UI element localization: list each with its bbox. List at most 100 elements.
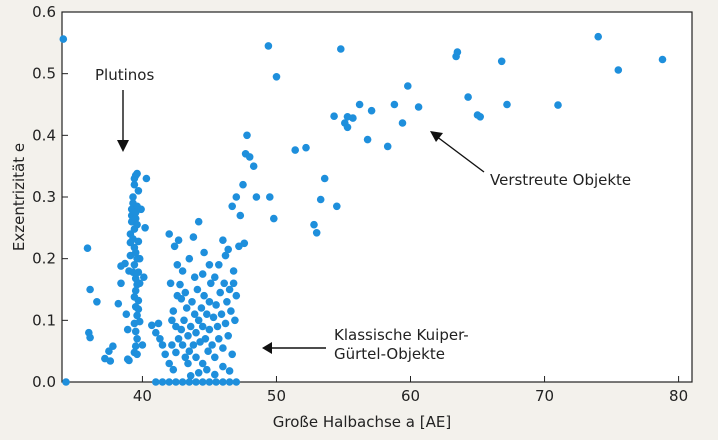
data-point bbox=[135, 279, 144, 288]
y-axis-ticks: 0.0 0.1 0.2 0.3 0.4 0.5 0.6 bbox=[32, 3, 68, 391]
x-tick-label: 40 bbox=[133, 387, 152, 405]
data-point bbox=[134, 237, 143, 246]
data-point bbox=[172, 348, 180, 357]
data-point bbox=[229, 279, 238, 288]
data-point bbox=[190, 310, 199, 319]
data-point bbox=[245, 153, 254, 161]
data-point bbox=[207, 279, 215, 288]
data-point bbox=[198, 378, 207, 386]
data-point bbox=[138, 341, 147, 349]
data-point bbox=[178, 378, 187, 386]
y-tick-label: 0.3 bbox=[32, 188, 56, 206]
data-point bbox=[320, 174, 329, 183]
data-point bbox=[228, 202, 236, 211]
data-point bbox=[133, 311, 141, 320]
data-point bbox=[224, 332, 232, 340]
data-point bbox=[142, 174, 151, 183]
data-point bbox=[178, 267, 187, 275]
data-point bbox=[215, 335, 223, 343]
y-tick-label: 0.4 bbox=[32, 126, 56, 144]
data-point bbox=[189, 341, 198, 349]
data-point bbox=[134, 296, 143, 305]
data-point bbox=[310, 220, 318, 229]
data-point bbox=[194, 217, 203, 226]
data-point bbox=[158, 378, 167, 386]
data-point bbox=[205, 298, 214, 306]
data-point bbox=[212, 378, 220, 386]
data-point bbox=[129, 193, 137, 201]
data-point bbox=[221, 251, 230, 260]
plot-area bbox=[61, 11, 693, 383]
data-point bbox=[349, 114, 357, 122]
data-point bbox=[497, 57, 506, 66]
data-point bbox=[135, 317, 144, 326]
data-point bbox=[83, 244, 92, 252]
data-point bbox=[337, 45, 345, 53]
x-axis-title: Große Halbachse a [AE] bbox=[273, 413, 451, 431]
data-point bbox=[217, 310, 226, 319]
data-point bbox=[189, 233, 198, 241]
data-point bbox=[130, 261, 139, 269]
data-point bbox=[211, 370, 219, 379]
data-point bbox=[176, 280, 184, 289]
data-point bbox=[177, 325, 186, 334]
data-point bbox=[152, 378, 160, 386]
data-point bbox=[225, 285, 234, 294]
data-point bbox=[464, 93, 472, 101]
data-point bbox=[198, 322, 207, 331]
data-point bbox=[232, 291, 241, 300]
data-point bbox=[216, 288, 224, 297]
data-point bbox=[133, 169, 141, 178]
data-point bbox=[174, 335, 183, 343]
data-point bbox=[363, 135, 372, 144]
data-point bbox=[165, 359, 173, 368]
data-point bbox=[141, 224, 149, 232]
data-point bbox=[343, 123, 352, 132]
data-point bbox=[135, 254, 144, 263]
data-point bbox=[291, 146, 300, 154]
data-point bbox=[129, 268, 137, 277]
data-point bbox=[232, 378, 241, 386]
data-point bbox=[240, 239, 249, 248]
data-point bbox=[390, 100, 399, 109]
data-point bbox=[168, 341, 176, 349]
data-point bbox=[106, 357, 115, 365]
data-point bbox=[404, 82, 412, 90]
data-point bbox=[220, 279, 228, 288]
data-point bbox=[264, 42, 273, 50]
data-point bbox=[173, 261, 182, 269]
data-point bbox=[184, 359, 192, 368]
data-point bbox=[398, 119, 407, 127]
data-point bbox=[184, 332, 192, 340]
data-point bbox=[194, 369, 203, 377]
data-point bbox=[239, 180, 247, 189]
data-point bbox=[121, 259, 129, 268]
data-point bbox=[185, 347, 194, 356]
data-point bbox=[154, 319, 163, 328]
data-point bbox=[227, 307, 235, 315]
data-point bbox=[173, 291, 182, 300]
data-point bbox=[93, 298, 101, 306]
data-point bbox=[117, 279, 125, 288]
data-point bbox=[178, 341, 187, 349]
data-point bbox=[221, 319, 230, 328]
data-point bbox=[554, 101, 562, 109]
data-point bbox=[114, 299, 123, 308]
data-point bbox=[204, 347, 212, 356]
data-point bbox=[330, 112, 338, 120]
data-point bbox=[453, 48, 462, 56]
data-point bbox=[192, 353, 200, 362]
data-point bbox=[192, 328, 200, 337]
data-point bbox=[200, 291, 208, 300]
data-point bbox=[59, 35, 68, 43]
data-point bbox=[148, 321, 156, 330]
y-tick-label: 0.6 bbox=[32, 3, 56, 21]
data-point bbox=[137, 205, 145, 214]
data-point bbox=[205, 325, 214, 334]
data-point bbox=[249, 162, 258, 170]
data-point bbox=[133, 350, 141, 359]
x-tick-label: 70 bbox=[535, 387, 554, 405]
data-point bbox=[122, 310, 131, 319]
annotation-plutinos: Plutinos bbox=[95, 66, 154, 84]
data-point bbox=[333, 202, 341, 211]
